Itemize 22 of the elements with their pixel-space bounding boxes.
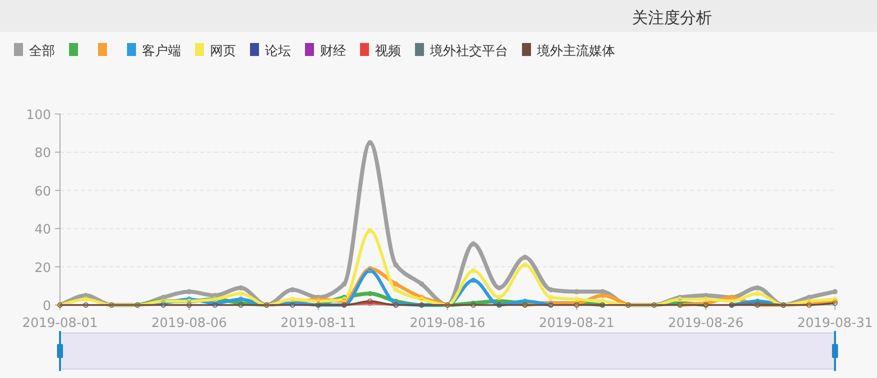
legend-label: 境外主流媒体 [536,43,615,59]
legend-label: 全部 [29,44,55,59]
legend-label: 视频 [375,44,401,59]
x-tick-label: 2019-08-21 [538,316,614,331]
legend-label: 客户端 [142,43,181,59]
legend-label: 网页 [210,44,236,59]
x-tick-label: 2019-08-31 [797,316,873,331]
x-tick-label: 2019-08-16 [410,316,486,331]
x-tick-label: 2019-08-26 [668,316,744,331]
y-tick-label: 20 [34,260,51,276]
legend-label: 境外社交平台 [429,43,508,59]
y-tick-label: 0 [42,299,51,314]
chart-title: 关注度分析 [632,8,712,27]
y-tick-label: 40 [34,222,51,238]
x-tick-label: 2019-08-06 [151,316,227,331]
y-tick-label: 100 [26,108,51,123]
legend-label: 论坛 [265,44,291,59]
x-tick-label: 2019-08-11 [280,316,356,331]
x-tick-label: 2019-08-01 [22,316,98,331]
y-tick-label: 60 [34,184,51,200]
y-tick-label: 80 [34,146,51,162]
legend-label: 财经 [320,44,346,59]
